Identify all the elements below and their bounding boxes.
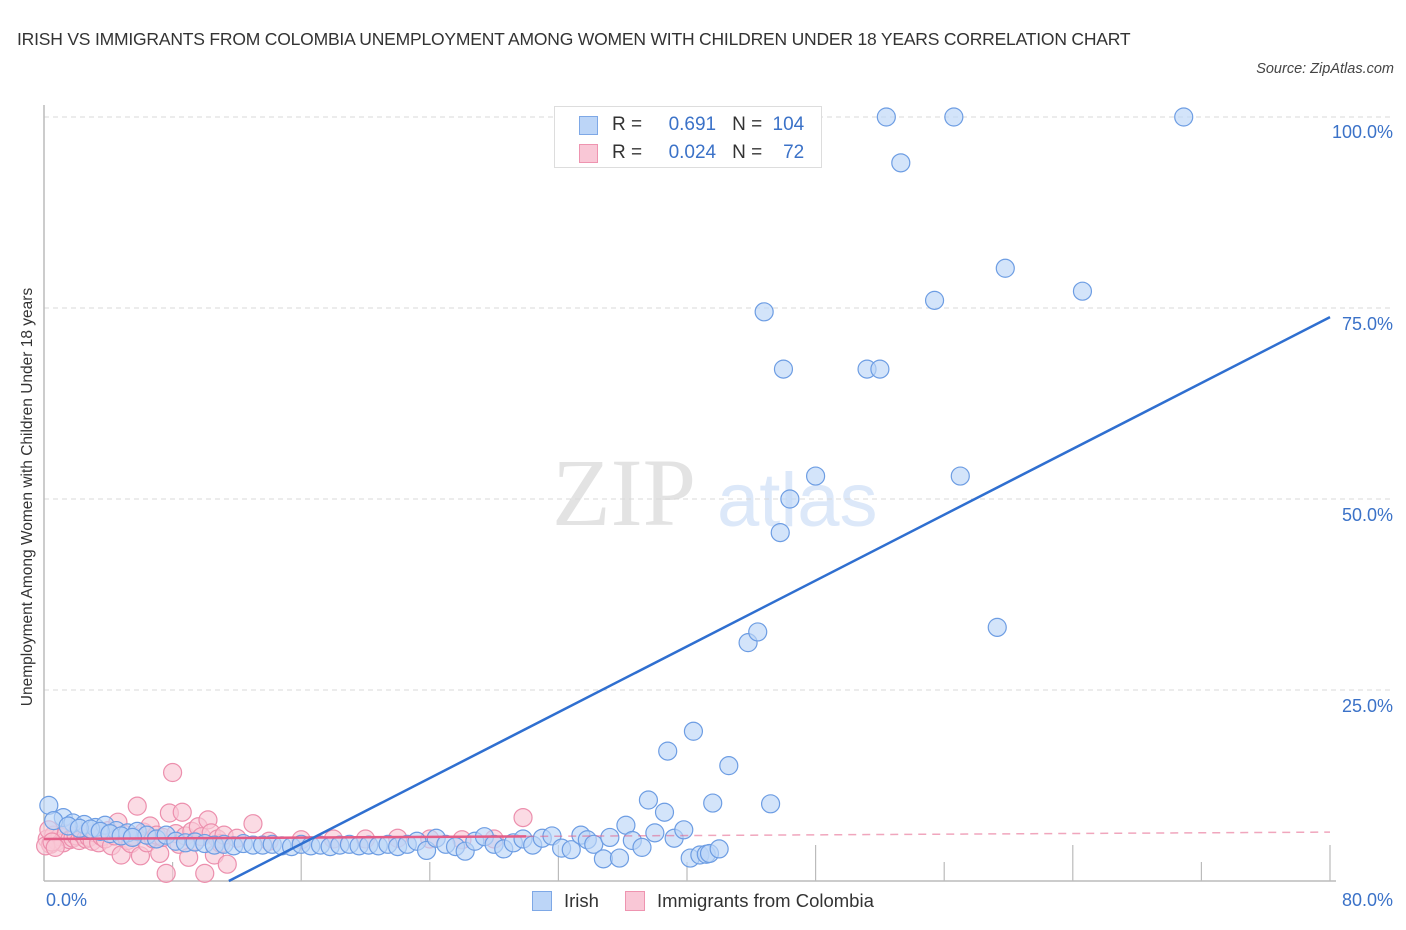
x-tick-max: 80.0%: [1341, 890, 1393, 910]
data-point: [748, 622, 768, 642]
data-point: [770, 523, 790, 543]
data-point: [719, 756, 739, 776]
data-point: [600, 827, 620, 848]
irish-trend-line: [228, 316, 1331, 883]
x-tick-min: 0.0%: [46, 890, 88, 910]
data-point: [944, 107, 964, 127]
legend-row-colombia: R = 0.024 N = 72: [579, 141, 804, 165]
legend-row-irish: R = 0.691 N = 104: [579, 113, 804, 137]
data-point: [609, 848, 630, 868]
data-point: [1174, 107, 1194, 127]
r-value: 0.024: [668, 142, 717, 163]
data-point: [950, 466, 970, 486]
n-label: N =: [732, 114, 763, 135]
data-point: [645, 823, 665, 843]
chart-title: IRISH VS IMMIGRANTS FROM COLOMBIA UNEMPL…: [17, 29, 1131, 49]
data-point: [760, 794, 781, 814]
data-point: [780, 489, 800, 509]
data-point: [163, 762, 183, 783]
data-point: [773, 359, 794, 379]
r-label: R =: [612, 142, 643, 163]
data-point: [924, 290, 945, 310]
legend-item-irish[interactable]: Irish: [532, 890, 599, 912]
data-point: [632, 837, 652, 857]
y-tick-100: 100.0%: [1331, 122, 1393, 142]
data-point: [987, 617, 1007, 637]
gridlines: [44, 116, 1390, 691]
y-tick-50: 50.0%: [1341, 505, 1393, 525]
data-point: [703, 793, 723, 813]
data-point: [805, 466, 826, 486]
data-point: [172, 802, 192, 822]
data-point: [561, 840, 581, 860]
data-point: [638, 790, 659, 810]
data-point: [654, 802, 675, 822]
data-point: [870, 359, 890, 379]
r-value: 0.691: [668, 114, 717, 135]
n-label: N =: [732, 142, 763, 163]
legend-label: Immigrants from Colombia: [656, 890, 874, 911]
irish-swatch: [579, 115, 598, 135]
data-point: [243, 814, 263, 834]
data-point: [876, 107, 896, 127]
data-point: [754, 302, 774, 322]
irish-swatch: [532, 891, 552, 911]
n-value: 104: [772, 114, 805, 135]
watermark-zip: ZIP: [552, 439, 696, 546]
source-label: Source: ZipAtlas.com: [1256, 61, 1394, 77]
data-point: [127, 796, 147, 816]
data-point: [217, 854, 237, 874]
data-point: [674, 820, 694, 840]
data-point: [995, 258, 1015, 278]
data-point: [156, 863, 176, 883]
series-legend: Irish Immigrants from Colombia: [532, 890, 900, 912]
colombia-trend-extension: [526, 831, 1331, 838]
data-point: [709, 839, 729, 859]
data-point: [584, 834, 604, 854]
data-point: [45, 837, 65, 857]
data-point: [195, 863, 215, 883]
trend-lines: [43, 316, 1331, 883]
legend-label: Irish: [564, 890, 599, 911]
n-value: 72: [783, 142, 805, 163]
data-point: [513, 807, 533, 828]
r-label: R =: [612, 114, 643, 135]
data-point: [658, 741, 678, 761]
y-tick-75: 75.0%: [1341, 314, 1393, 334]
data-point: [593, 849, 614, 869]
data-point: [1072, 281, 1093, 301]
colombia-trend-line: [43, 835, 527, 841]
colombia-swatch: [624, 891, 645, 911]
legend-item-colombia[interactable]: Immigrants from Colombia: [624, 890, 874, 912]
y-tick-25: 25.0%: [1341, 696, 1393, 716]
correlation-legend: R = 0.691 N = 104 R = 0.024 N = 72: [554, 106, 822, 168]
data-point: [891, 153, 911, 173]
watermark: ZIP atlas: [552, 439, 878, 546]
colombia-swatch: [579, 143, 598, 163]
data-point: [683, 721, 704, 741]
